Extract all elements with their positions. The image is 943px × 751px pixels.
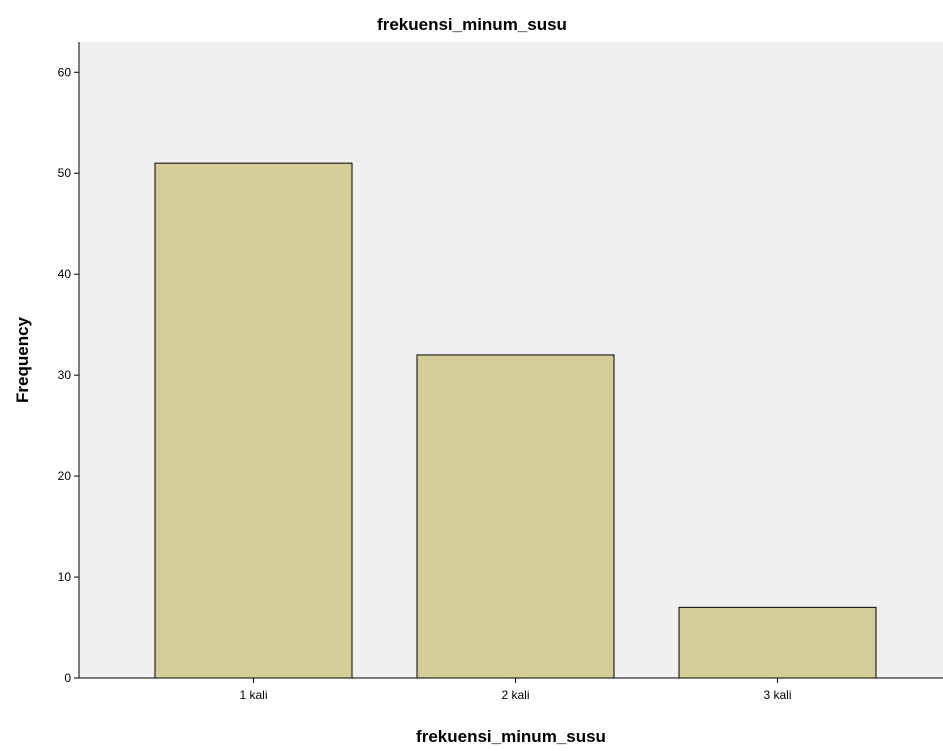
bar-1-kali — [154, 162, 353, 679]
bar-2-kali — [416, 354, 615, 679]
y-tick-label: 50 — [58, 166, 72, 180]
y-ticks-group: 0 10 20 30 40 50 60 — [58, 65, 79, 685]
chart-title: frekuensi_minum_susu — [377, 15, 567, 34]
y-tick-label: 60 — [58, 65, 72, 79]
x-tick-label: 3 kali — [763, 688, 791, 702]
x-tick-label: 1 kali — [239, 688, 267, 702]
bars-group — [154, 162, 877, 679]
y-tick-label: 30 — [58, 368, 72, 382]
y-tick-label: 0 — [64, 671, 71, 685]
x-tick-label: 2 kali — [501, 688, 529, 702]
y-tick-label: 10 — [58, 570, 72, 584]
y-tick-label: 40 — [58, 267, 72, 281]
bar-3-kali — [678, 606, 877, 679]
y-axis-label: Frequency — [13, 316, 32, 403]
y-tick-label: 20 — [58, 469, 72, 483]
x-axis-label: frekuensi_minum_susu — [416, 727, 606, 746]
x-ticks-group: 1 kali 2 kali 3 kali — [239, 678, 792, 702]
